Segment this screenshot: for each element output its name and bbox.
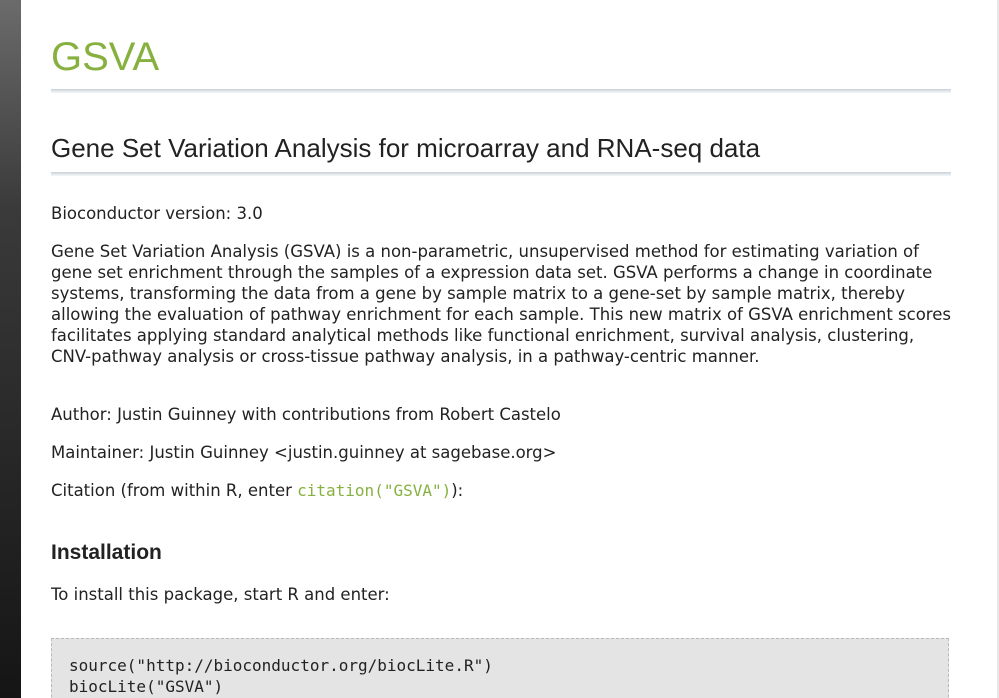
left-sidebar-bar: [0, 0, 21, 698]
citation-suffix: ):: [451, 481, 464, 500]
package-maintainer: Maintainer: Justin Guinney <justin.guinn…: [51, 443, 557, 462]
code-line-biocLite: biocLite("GSVA"): [69, 677, 224, 696]
citation-code: citation("GSVA"): [297, 481, 452, 500]
subtitle-divider: [51, 172, 951, 176]
package-description: Gene Set Variation Analysis (GSVA) is a …: [51, 242, 951, 366]
citation-line: Citation (from within R, enter citation(…: [51, 480, 463, 501]
installation-instruction: To install this package, start R and ent…: [51, 585, 390, 604]
code-line-source: source("http://bioconductor.org/biocLite…: [69, 656, 493, 675]
installation-code-block[interactable]: source("http://bioconductor.org/biocLite…: [51, 638, 949, 698]
package-subtitle: Gene Set Variation Analysis for microarr…: [51, 133, 761, 163]
right-edge: [997, 0, 999, 698]
title-divider: [51, 89, 951, 93]
bioconductor-version: Bioconductor version: 3.0: [51, 204, 263, 223]
citation-prefix: Citation (from within R, enter: [51, 481, 298, 500]
installation-heading: Installation: [51, 541, 162, 564]
package-author: Author: Justin Guinney with contribution…: [51, 405, 561, 424]
package-title: GSVA: [51, 35, 160, 79]
